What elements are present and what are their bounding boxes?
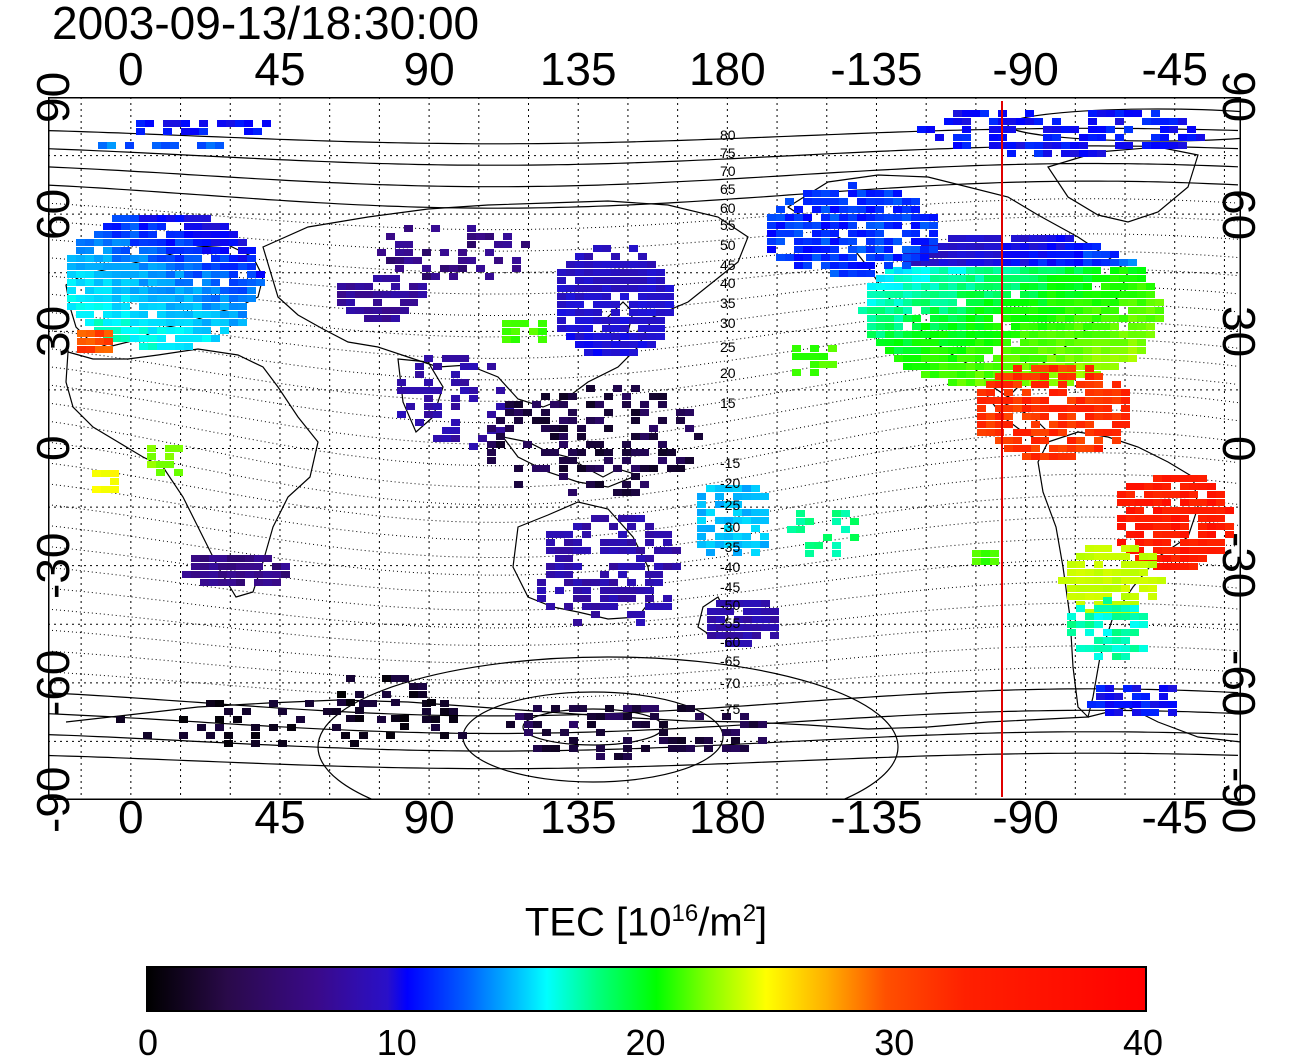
tec-map: 80 75 70 65 60 55 50 45 40 35 30 25 20 15 -15 -20 -25 -30… [48,97,1241,800]
mlat-contour [48,215,1239,252]
mlat-contour [48,688,1239,717]
mlat-label-north: 30 [720,315,736,331]
mlat-contour [48,321,1239,381]
colorbar-title-suffix: ] [756,900,768,945]
tec-data-pixels [67,110,1234,760]
mlat-contour [48,559,1239,611]
colorbar-tick-0: 0 [137,1022,159,1063]
mlat-contour [48,516,1239,576]
mlat-contour [48,339,1239,402]
mlat-label-north: 45 [720,257,736,273]
mlat-label-north: 20 [720,365,736,381]
mlat-contour [48,495,1239,558]
colorbar-tick-2: 20 [625,1022,666,1063]
mlat-label-south: -15 [720,455,741,471]
mlat-label-north: 65 [720,181,736,197]
lon-tick-top-5: -135 [830,43,923,95]
mlat-label-south: -20 [720,475,741,491]
mlat-label-south: -40 [720,559,741,575]
colorbar-tick-4: 40 [1122,1022,1164,1063]
colorbar-title-mid: /m [698,900,743,945]
lon-tick-top-6: -90 [992,43,1059,95]
mlat-label-north: 25 [720,339,736,355]
lon-tick-top-1: 45 [254,43,306,95]
mlat-contour [48,180,1239,209]
timestamp-title: 2003-09-13/18:30:00 [52,0,480,49]
mlat-contour [48,645,1239,682]
mlat-label-south: -30 [720,519,741,535]
mlat-label-north: 50 [720,237,736,253]
mlat-label-south: -70 [720,675,741,691]
mlat-contour [48,162,1239,188]
mlat-label-south: -50 [720,597,741,613]
mlat-label-north: 35 [720,295,736,311]
mlat-label-south: -45 [720,579,741,595]
lon-tick-top-2: 90 [403,43,455,95]
mlat-contour [48,602,1239,646]
colorbar [146,966,1147,1012]
colorbar-tick-1: 10 [376,1022,417,1063]
mlat-contour [48,709,1239,735]
colorbar-title: TEC [1016/m2] [0,900,1292,945]
mlat-contour [48,752,1239,770]
colorbar-title-exp2: 2 [742,900,757,927]
mlat-contour [48,303,1239,359]
colorbar-title-exp1: 16 [671,900,699,927]
mlat-label-north: 15 [720,395,736,411]
mlat-label-north: 75 [720,145,736,161]
lon-tick-top-0: 0 [118,43,144,95]
mlat-label-south: -35 [720,539,741,555]
lon-tick-top-4: 180 [688,43,766,95]
mlat-label-north: 40 [720,275,736,291]
mlat-label-south: -60 [720,634,741,650]
mlat-label-north: 60 [720,200,736,216]
mlat-contour [48,430,1239,506]
mlat-label-north: 80 [720,127,736,143]
colorbar-title-prefix: TEC [10 [524,900,672,945]
mlat-label-south: -65 [720,653,741,669]
lon-tick-top-3: 135 [539,43,617,95]
mlat-oval [317,656,899,800]
mlat-label-north: 55 [720,217,736,233]
colorbar-tick-3: 30 [874,1022,915,1063]
mlat-label-north: 70 [720,163,736,179]
lon-tick-top-7: -45 [1141,43,1208,95]
mlat-label-south: -25 [720,497,741,513]
mlat-label-south: -55 [720,615,741,631]
mlat-label-south: -75 [720,701,741,717]
mlat-contour [48,127,1239,145]
